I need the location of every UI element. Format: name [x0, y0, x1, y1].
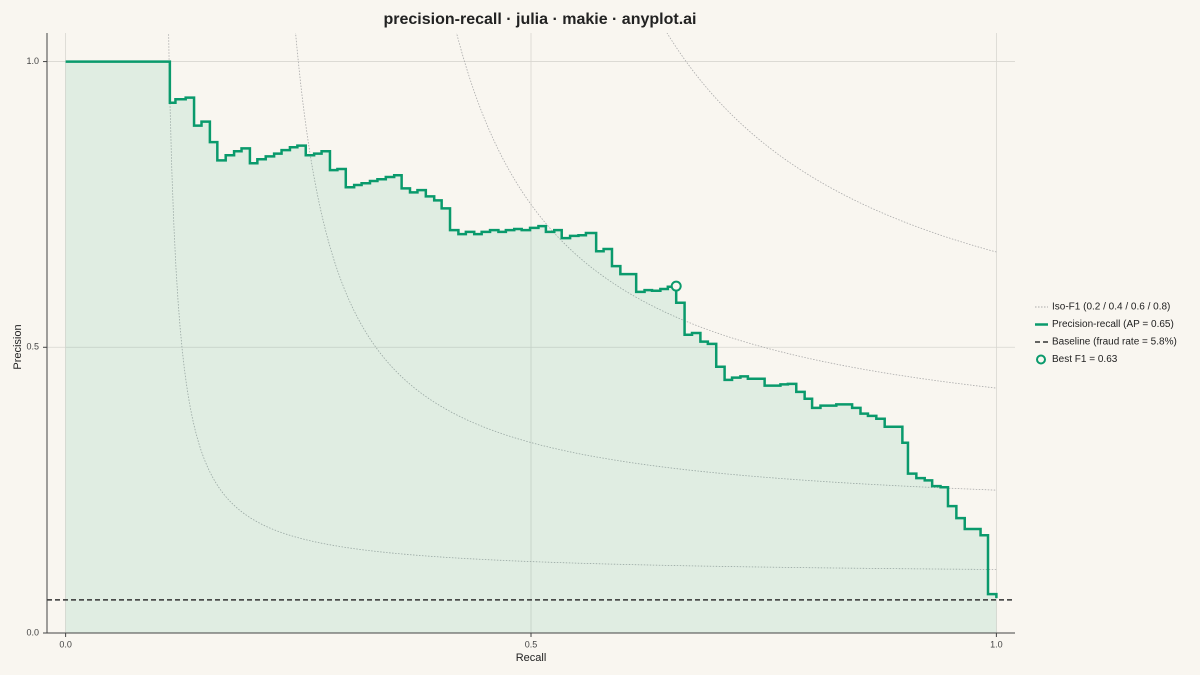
y-tick-label: 0.5	[26, 342, 39, 352]
legend-label: Baseline (fraud rate = 5.8%)	[1052, 337, 1177, 348]
legend-label: Iso-F1 (0.2 / 0.4 / 0.6 / 0.8)	[1052, 302, 1170, 313]
x-axis-label: Recall	[516, 652, 547, 664]
y-axis-label: Precision	[12, 324, 24, 369]
best-f1-point	[670, 280, 682, 292]
x-tick-label: 0.5	[525, 639, 538, 649]
y-tick-label: 0.0	[26, 627, 39, 637]
plot-area	[47, 33, 1015, 633]
x-tick-label: 0.0	[59, 639, 72, 649]
x-tick-label: 1.0	[990, 639, 1003, 649]
legend-label: Best F1 = 0.63	[1052, 354, 1118, 365]
chart-title: precision-recall · julia · makie · anypl…	[384, 11, 697, 28]
iso-f1-curve	[295, 33, 997, 491]
pr-line	[65, 60, 998, 599]
iso-f1-curve	[456, 33, 997, 389]
y-tick-label: 1.0	[26, 56, 39, 66]
legend-swatch	[1036, 354, 1046, 365]
iso-f1-curve	[666, 33, 997, 253]
legend-label: Precision-recall (AP = 0.65)	[1052, 319, 1174, 330]
iso-f1-curve	[168, 33, 997, 570]
area	[65, 61, 997, 633]
